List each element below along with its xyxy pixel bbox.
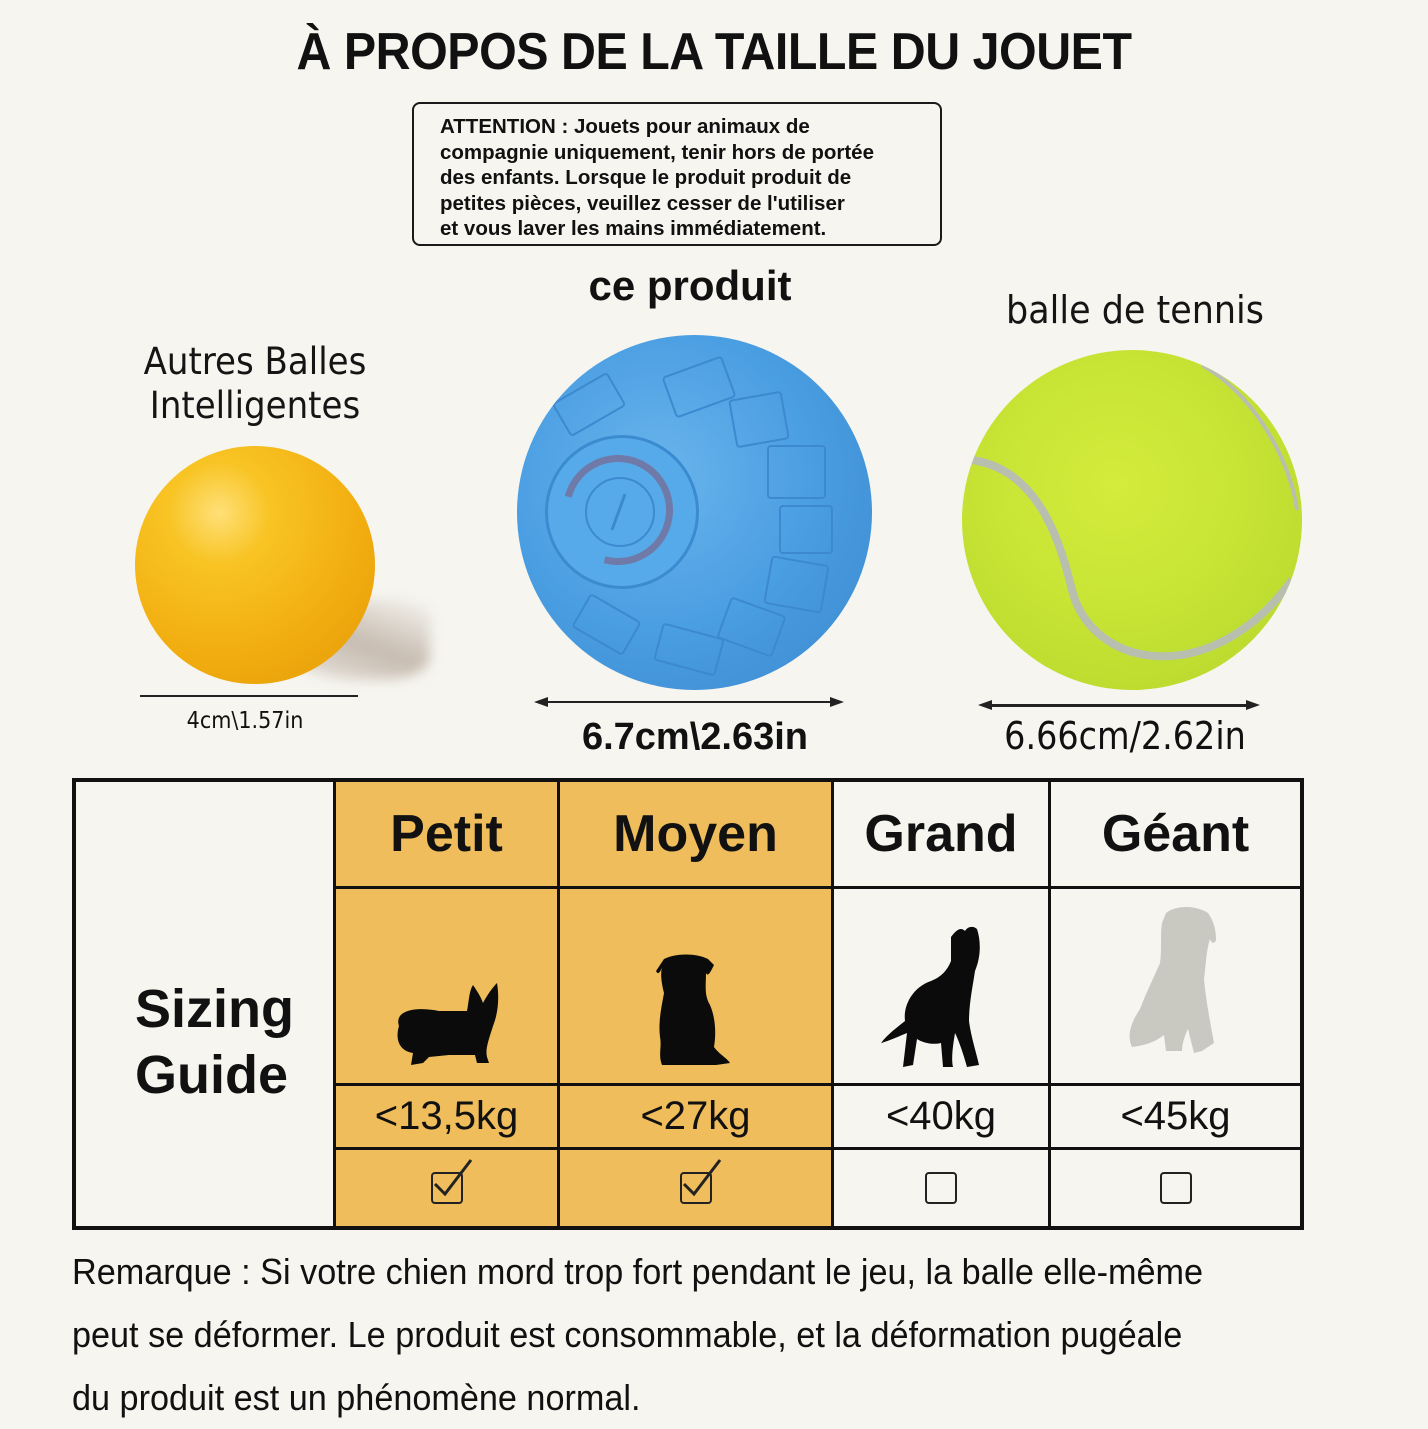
other-balls-label: Autres Balles Intelligentes: [131, 340, 379, 428]
sitting-puppy-silhouette-icon: [655, 954, 730, 1065]
warning-line: et vous laver les mains immédiatement.: [440, 217, 827, 240]
unchecked-checkbox-icon: [925, 1172, 957, 1204]
yellow-ball-image: [135, 446, 375, 684]
checked-checkbox-icon: [430, 1159, 472, 1204]
tennis-measure-arrow: [978, 699, 1260, 711]
warning-line: des enfants. Lorsque le produit produit …: [440, 166, 852, 189]
large-dog-silhouette-icon: [1129, 907, 1216, 1053]
column-header-petit: Petit: [333, 782, 557, 886]
blue-smart-ball-image: [517, 335, 872, 690]
remark-text: Remarque : Si votre chien mord trop fort…: [72, 1240, 1307, 1429]
warning-line: ATTENTION : Jouets pour animaux de: [440, 115, 810, 138]
page-title: À PROPOS DE LA TAILLE DU JOUET: [296, 23, 1132, 81]
petit-icon-cell: [333, 886, 557, 1083]
warning-line: petites pièces, veuillez cesser de l'uti…: [440, 191, 845, 215]
tennis-ball-seam: [971, 363, 1299, 661]
grand-icon-cell: [831, 886, 1048, 1083]
remark-line: du produit est un phénomène normal.: [72, 1377, 641, 1418]
column-header-grand: Grand: [831, 782, 1048, 886]
remark-line: peut se déformer. Le produit est consomm…: [72, 1314, 1183, 1355]
geant-check-cell: [1048, 1147, 1300, 1226]
warning-line: compagnie uniquement, tenir hors de port…: [440, 140, 874, 164]
moyen-weight: <27kg: [557, 1083, 831, 1147]
remark-line: Remarque : Si votre chien mord trop fort…: [72, 1251, 1204, 1292]
power-icon: [585, 477, 655, 547]
checked-checkbox-icon: [679, 1159, 721, 1204]
yellow-ball-dimension: 4cm\1.57in: [186, 708, 304, 734]
tennis-ball-label: balle de tennis: [1006, 288, 1264, 332]
petit-check-cell: [333, 1147, 557, 1226]
tennis-ball-dimension: 6.66cm/2.62in: [1004, 714, 1246, 758]
sizing-guide-heading: Sizing Guide: [135, 979, 294, 1105]
moyen-check-cell: [557, 1147, 831, 1226]
geant-weight: <45kg: [1048, 1083, 1300, 1147]
warning-box: ATTENTION : Jouets pour animaux de compa…: [412, 102, 942, 246]
column-header-moyen: Moyen: [557, 782, 831, 886]
product-measure-arrow: [534, 697, 844, 707]
label-line: Intelligentes: [149, 384, 361, 427]
moyen-icon-cell: [557, 886, 831, 1083]
petit-weight: <13,5kg: [333, 1083, 557, 1147]
sizing-guide-table: Sizing Guide Petit Moyen Grand Géant <13…: [72, 778, 1304, 1230]
shepherd-dog-silhouette-icon: [881, 926, 980, 1067]
grand-check-cell: [831, 1147, 1048, 1226]
tennis-ball-image: [962, 350, 1302, 690]
corgi-silhouette-icon: [397, 983, 499, 1065]
label-line: Autres Balles: [143, 340, 367, 383]
column-header-geant: Géant: [1048, 782, 1300, 886]
unchecked-checkbox-icon: [1159, 1172, 1192, 1204]
grand-weight: <40kg: [831, 1083, 1048, 1147]
this-product-label: ce produit: [588, 262, 792, 309]
geant-icon-cell: [1048, 886, 1300, 1083]
yellow-ball-measure-line: [140, 695, 358, 697]
product-dimension: 6.7cm\2.63in: [581, 716, 809, 758]
